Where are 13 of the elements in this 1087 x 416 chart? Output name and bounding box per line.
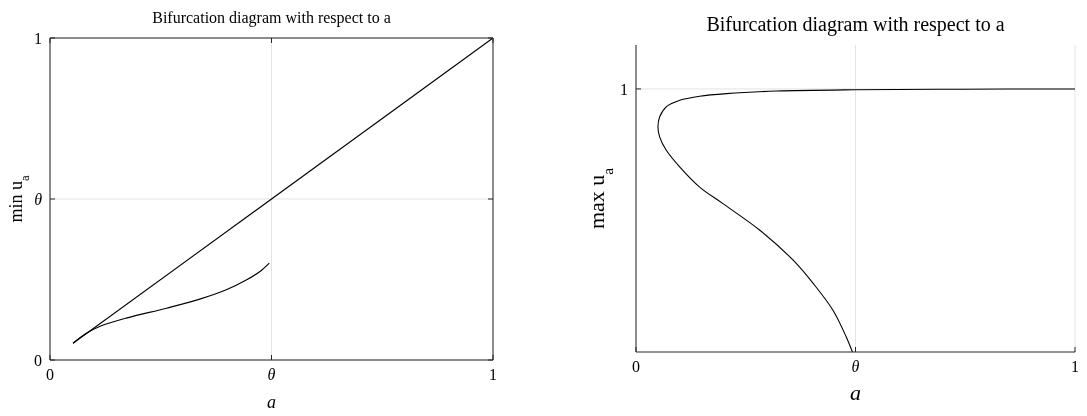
ref-line-label: 1: [620, 80, 628, 98]
x-axis-title: a: [267, 392, 276, 412]
x-axis-title: a: [850, 380, 861, 405]
x-tick-label: θ: [851, 358, 860, 375]
x-tick-label: 0: [46, 366, 54, 383]
x-tick-label: θ: [267, 366, 276, 383]
chart-title: Bifurcation diagram with respect to a: [706, 13, 1005, 36]
x-tick-label: 1: [1071, 358, 1079, 375]
y-tick-label: θ: [34, 190, 43, 208]
x-tick-label: 1: [489, 366, 497, 383]
chart-title: Bifurcation diagram with respect to a: [152, 9, 391, 27]
x-tick-label: 0: [632, 358, 640, 375]
y-tick-label: 1: [34, 29, 42, 47]
